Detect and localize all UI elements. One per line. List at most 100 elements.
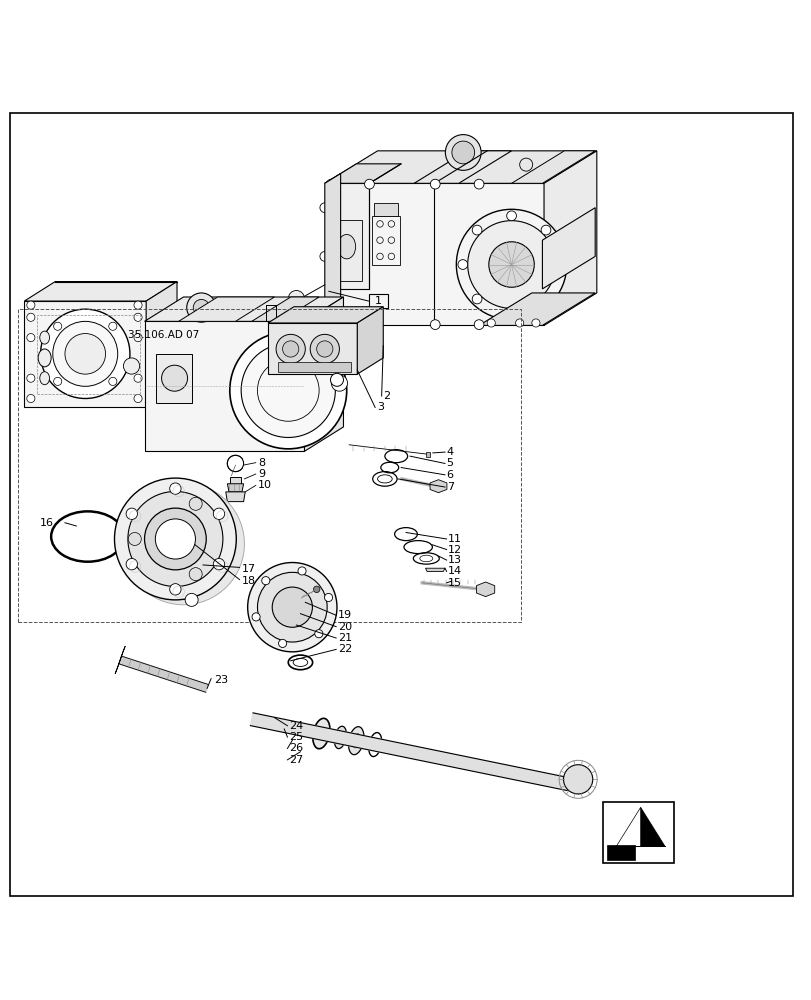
Polygon shape	[426, 452, 430, 457]
Circle shape	[315, 630, 323, 638]
Circle shape	[122, 483, 244, 605]
Text: 26: 26	[289, 743, 303, 753]
Circle shape	[53, 321, 118, 386]
Circle shape	[213, 508, 225, 519]
Circle shape	[193, 299, 209, 316]
Polygon shape	[144, 297, 343, 321]
Text: 17: 17	[242, 564, 255, 574]
Polygon shape	[425, 568, 444, 571]
Polygon shape	[230, 477, 241, 484]
Circle shape	[155, 519, 195, 559]
Circle shape	[467, 221, 555, 308]
Polygon shape	[225, 492, 245, 502]
Polygon shape	[414, 151, 511, 183]
Text: 9: 9	[258, 469, 265, 479]
Circle shape	[278, 639, 286, 647]
Circle shape	[472, 294, 482, 304]
Bar	[277, 362, 350, 372]
Text: 14: 14	[448, 566, 461, 576]
Circle shape	[430, 179, 440, 189]
Circle shape	[128, 532, 141, 545]
Circle shape	[472, 225, 482, 235]
Circle shape	[169, 483, 181, 494]
Text: 23: 23	[214, 675, 228, 685]
Polygon shape	[476, 582, 494, 597]
Bar	[36, 315, 140, 394]
Circle shape	[27, 313, 35, 321]
Circle shape	[457, 260, 467, 269]
Polygon shape	[616, 807, 640, 846]
Polygon shape	[324, 183, 543, 325]
Circle shape	[320, 203, 329, 213]
Circle shape	[326, 179, 336, 189]
Circle shape	[134, 394, 142, 403]
Circle shape	[241, 343, 335, 437]
Circle shape	[364, 320, 374, 329]
Circle shape	[126, 558, 137, 570]
Polygon shape	[115, 646, 125, 674]
Circle shape	[456, 209, 566, 320]
Text: 21: 21	[337, 633, 351, 643]
Circle shape	[251, 613, 260, 621]
Circle shape	[161, 365, 187, 391]
Circle shape	[123, 358, 139, 374]
Circle shape	[126, 508, 137, 519]
Polygon shape	[250, 713, 569, 791]
Polygon shape	[144, 321, 304, 451]
Text: 22: 22	[337, 644, 352, 654]
Polygon shape	[430, 480, 446, 493]
Circle shape	[430, 320, 440, 329]
Circle shape	[144, 508, 206, 570]
Circle shape	[109, 377, 117, 385]
Text: 7: 7	[446, 482, 453, 492]
Circle shape	[282, 341, 298, 357]
Circle shape	[127, 491, 222, 586]
Bar	[104, 326, 224, 344]
Circle shape	[189, 497, 202, 510]
Text: 35.106.AD 07: 35.106.AD 07	[128, 330, 200, 340]
Text: 12: 12	[448, 545, 461, 555]
Circle shape	[134, 313, 142, 321]
Circle shape	[261, 577, 269, 585]
Circle shape	[331, 375, 347, 391]
Circle shape	[27, 334, 35, 342]
Circle shape	[27, 394, 35, 403]
Circle shape	[288, 291, 304, 307]
Text: 4: 4	[446, 447, 453, 457]
Polygon shape	[146, 282, 177, 407]
Text: 24: 24	[289, 721, 303, 731]
Polygon shape	[227, 484, 243, 492]
Text: 5: 5	[446, 458, 453, 468]
Circle shape	[330, 373, 343, 386]
Polygon shape	[251, 297, 319, 321]
Circle shape	[65, 334, 105, 374]
Text: 16: 16	[40, 518, 54, 528]
Text: 10: 10	[258, 480, 272, 490]
Ellipse shape	[38, 349, 51, 367]
Polygon shape	[118, 656, 208, 692]
Circle shape	[54, 377, 62, 385]
Ellipse shape	[312, 718, 329, 749]
Circle shape	[555, 260, 564, 269]
Circle shape	[134, 374, 142, 382]
Text: 3: 3	[376, 402, 384, 412]
Circle shape	[54, 322, 62, 330]
Circle shape	[506, 211, 516, 221]
Circle shape	[169, 584, 181, 595]
Polygon shape	[324, 183, 369, 289]
Text: 18: 18	[242, 576, 255, 586]
Polygon shape	[357, 307, 383, 374]
Ellipse shape	[40, 372, 49, 385]
Circle shape	[41, 309, 130, 398]
Circle shape	[320, 300, 329, 310]
Circle shape	[27, 301, 35, 309]
Circle shape	[213, 558, 225, 570]
Circle shape	[320, 252, 329, 261]
Text: 11: 11	[448, 534, 461, 544]
Circle shape	[227, 455, 243, 472]
Bar	[371, 216, 400, 265]
Text: 2: 2	[383, 391, 390, 401]
Bar	[368, 294, 388, 308]
Circle shape	[272, 587, 312, 627]
Circle shape	[298, 567, 306, 575]
